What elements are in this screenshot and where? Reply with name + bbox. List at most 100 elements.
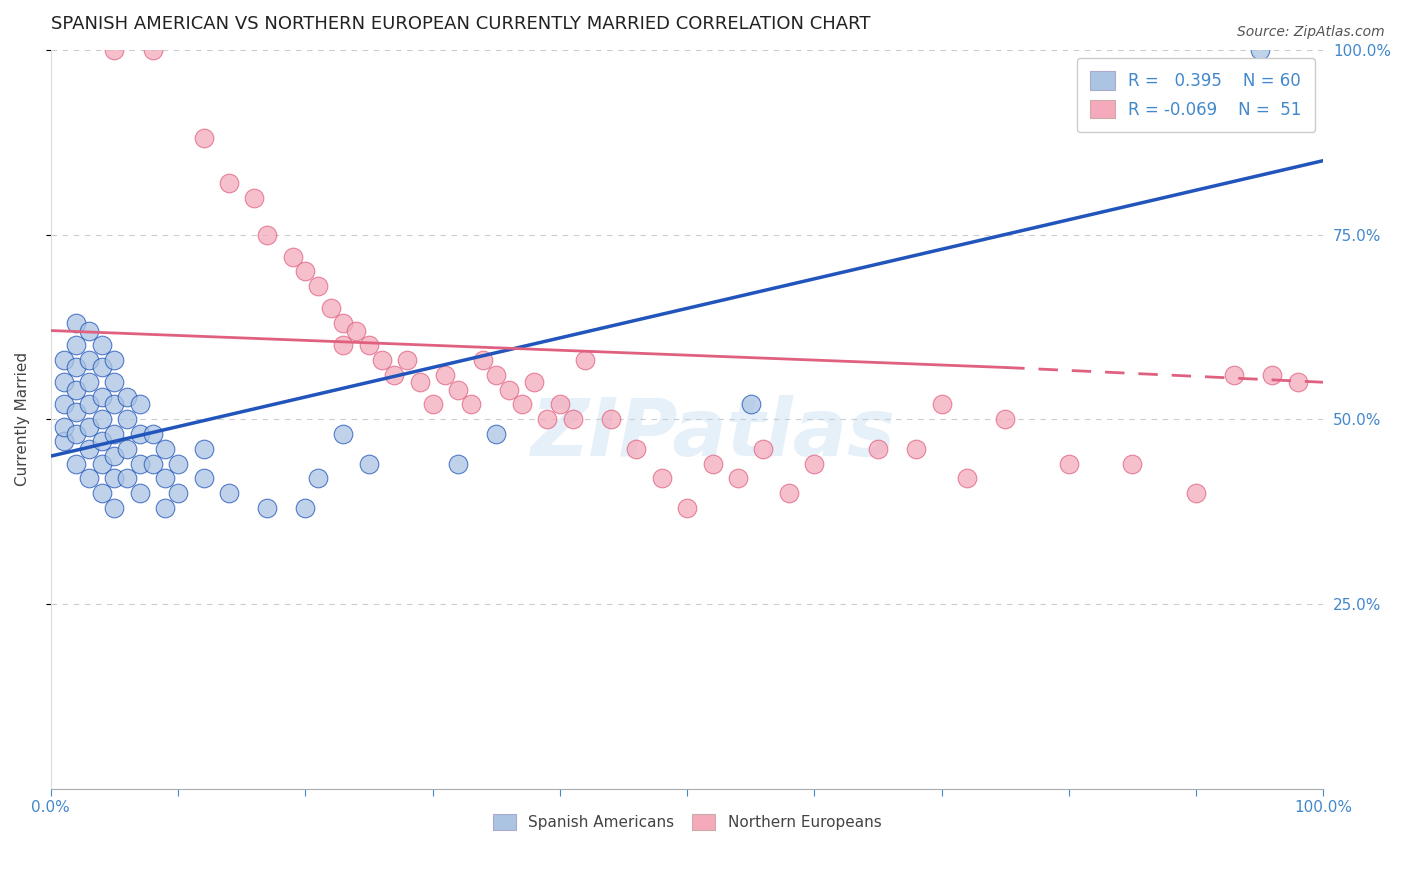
Point bbox=[409, 376, 432, 390]
Point bbox=[142, 457, 165, 471]
Point bbox=[624, 442, 647, 456]
Point bbox=[1249, 43, 1271, 57]
Point bbox=[155, 471, 177, 485]
Point bbox=[90, 457, 112, 471]
Point bbox=[307, 279, 329, 293]
Point bbox=[1261, 368, 1284, 382]
Point bbox=[77, 397, 100, 411]
Point bbox=[193, 471, 215, 485]
Point bbox=[422, 397, 444, 411]
Text: ZIPatlas: ZIPatlas bbox=[530, 395, 896, 473]
Point bbox=[65, 405, 87, 419]
Point bbox=[523, 376, 546, 390]
Point bbox=[498, 383, 520, 397]
Point bbox=[52, 434, 75, 449]
Point bbox=[77, 419, 100, 434]
Point bbox=[90, 486, 112, 500]
Point bbox=[651, 471, 673, 485]
Point bbox=[65, 457, 87, 471]
Point bbox=[536, 412, 558, 426]
Point bbox=[90, 412, 112, 426]
Point bbox=[155, 442, 177, 456]
Point bbox=[90, 390, 112, 404]
Point bbox=[115, 442, 138, 456]
Point bbox=[447, 383, 470, 397]
Point bbox=[103, 376, 125, 390]
Point bbox=[103, 449, 125, 463]
Point bbox=[103, 500, 125, 515]
Point bbox=[1286, 376, 1309, 390]
Point bbox=[307, 471, 329, 485]
Point bbox=[115, 471, 138, 485]
Point bbox=[561, 412, 583, 426]
Point bbox=[319, 301, 342, 316]
Point bbox=[129, 486, 152, 500]
Point bbox=[434, 368, 457, 382]
Point bbox=[65, 383, 87, 397]
Point bbox=[256, 500, 278, 515]
Point bbox=[103, 426, 125, 441]
Point bbox=[167, 486, 190, 500]
Point bbox=[1223, 368, 1246, 382]
Point bbox=[956, 471, 979, 485]
Point bbox=[65, 360, 87, 375]
Point bbox=[485, 426, 508, 441]
Y-axis label: Currently Married: Currently Married bbox=[15, 352, 30, 486]
Point bbox=[460, 397, 482, 411]
Point bbox=[142, 426, 165, 441]
Point bbox=[752, 442, 775, 456]
Point bbox=[294, 264, 316, 278]
Point bbox=[90, 360, 112, 375]
Point bbox=[218, 176, 240, 190]
Point bbox=[65, 316, 87, 330]
Point bbox=[77, 353, 100, 368]
Point bbox=[510, 397, 533, 411]
Point bbox=[1057, 457, 1080, 471]
Text: SPANISH AMERICAN VS NORTHERN EUROPEAN CURRENTLY MARRIED CORRELATION CHART: SPANISH AMERICAN VS NORTHERN EUROPEAN CU… bbox=[51, 15, 870, 33]
Point bbox=[115, 390, 138, 404]
Point bbox=[702, 457, 724, 471]
Point bbox=[447, 457, 470, 471]
Point bbox=[384, 368, 406, 382]
Point bbox=[485, 368, 508, 382]
Point bbox=[52, 376, 75, 390]
Point bbox=[115, 412, 138, 426]
Point bbox=[931, 397, 953, 411]
Point bbox=[167, 457, 190, 471]
Text: Source: ZipAtlas.com: Source: ZipAtlas.com bbox=[1237, 25, 1385, 39]
Point bbox=[396, 353, 419, 368]
Point bbox=[332, 338, 354, 352]
Point bbox=[77, 442, 100, 456]
Point bbox=[574, 353, 596, 368]
Point bbox=[65, 426, 87, 441]
Point bbox=[90, 434, 112, 449]
Point bbox=[599, 412, 621, 426]
Point bbox=[357, 338, 380, 352]
Point bbox=[281, 250, 304, 264]
Point bbox=[90, 338, 112, 352]
Point bbox=[77, 471, 100, 485]
Point bbox=[344, 324, 367, 338]
Point bbox=[193, 442, 215, 456]
Point bbox=[332, 316, 354, 330]
Point bbox=[103, 397, 125, 411]
Point bbox=[193, 131, 215, 145]
Point bbox=[103, 43, 125, 57]
Point bbox=[52, 353, 75, 368]
Point bbox=[803, 457, 825, 471]
Point bbox=[142, 43, 165, 57]
Point bbox=[370, 353, 392, 368]
Point bbox=[256, 227, 278, 242]
Point bbox=[994, 412, 1017, 426]
Legend: Spanish Americans, Northern Europeans: Spanish Americans, Northern Europeans bbox=[486, 808, 887, 837]
Point bbox=[548, 397, 571, 411]
Point bbox=[866, 442, 889, 456]
Point bbox=[1121, 457, 1143, 471]
Point bbox=[294, 500, 316, 515]
Point bbox=[129, 397, 152, 411]
Point bbox=[129, 457, 152, 471]
Point bbox=[332, 426, 354, 441]
Point bbox=[65, 338, 87, 352]
Point bbox=[243, 190, 266, 204]
Point bbox=[77, 324, 100, 338]
